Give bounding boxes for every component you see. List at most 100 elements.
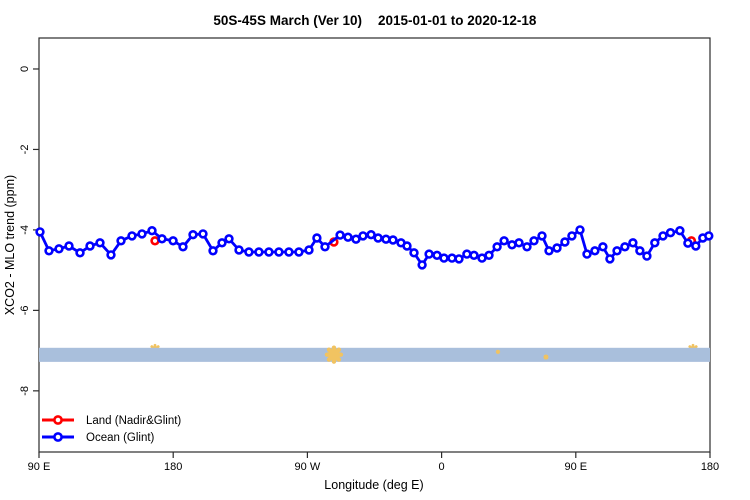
ocean-point [635, 246, 645, 256]
ocean-point [704, 231, 714, 241]
ocean-point [388, 235, 398, 245]
ocean-series [35, 225, 714, 270]
ocean-point [137, 229, 147, 239]
ocean-point [85, 241, 95, 251]
uncertainty-band [39, 347, 710, 362]
gold-star-icon [495, 349, 501, 355]
legend-ocean-label: Ocean (Glint) [86, 432, 155, 444]
ocean-point [469, 250, 479, 261]
ocean-point [343, 232, 353, 242]
ocean-point [582, 249, 592, 259]
y-tick-label: -8 [19, 386, 31, 396]
ocean-point [492, 242, 502, 252]
ocean-point [35, 227, 45, 237]
ocean-point [402, 241, 412, 251]
ocean-point [294, 247, 304, 257]
ocean-point [335, 230, 345, 240]
ocean-point [116, 236, 126, 246]
ocean-point [683, 238, 693, 248]
ocean-point [439, 253, 449, 263]
ocean-point [665, 228, 676, 238]
ocean-point [373, 233, 383, 243]
legend-entry-land: Land (Nadir&Glint) [42, 415, 181, 427]
ocean-point [605, 254, 615, 264]
ocean-point [127, 231, 137, 241]
ocean-point [274, 247, 284, 257]
ocean-point [454, 254, 464, 264]
ocean-point [575, 225, 585, 235]
ocean-point [157, 234, 167, 244]
ocean-point [254, 247, 264, 257]
ocean-point [264, 247, 274, 257]
band-rect [39, 347, 710, 362]
gold-star-icon [543, 354, 549, 360]
ocean-point [95, 238, 105, 248]
ocean-point [224, 234, 234, 244]
ocean-point [106, 250, 116, 260]
ocean-point [284, 247, 294, 257]
ocean-point [351, 234, 361, 244]
ocean-point [567, 231, 577, 241]
ocean-point [650, 238, 660, 248]
ocean-point [75, 248, 85, 258]
x-tick-label: 0 [439, 461, 445, 473]
x-axis-label: Longitude (deg E) [324, 478, 423, 492]
ocean-point [598, 242, 608, 252]
ocean-point [675, 226, 685, 236]
ocean-point [54, 244, 64, 254]
y-tick-label: -2 [19, 145, 31, 155]
legend-land-marker-icon [53, 415, 63, 425]
chart-title-left: 50S-45S March (Ver 10) [213, 13, 362, 28]
ocean-point [612, 246, 622, 256]
ocean-point [514, 238, 524, 248]
legend-entry-ocean: Ocean (Glint) [42, 432, 155, 444]
x-tick-label: 90 E [564, 461, 587, 473]
ocean-point [544, 246, 554, 256]
ocean-point [417, 260, 427, 270]
ocean-point [620, 242, 630, 252]
ocean-point [484, 250, 494, 261]
ocean-point [358, 231, 368, 241]
x-tick-label: 90 E [28, 461, 51, 473]
x-tick-label: 180 [164, 461, 182, 473]
ocean-point [320, 242, 330, 252]
ocean-point [217, 238, 227, 248]
ocean-point [64, 241, 74, 251]
y-tick-label: -6 [19, 305, 31, 315]
ocean-point [188, 230, 198, 240]
ocean-point [691, 241, 701, 251]
y-tick-label: 0 [19, 66, 31, 72]
ocean-point [44, 246, 54, 256]
ocean-point [147, 226, 157, 236]
ocean-point [312, 233, 322, 243]
ocean-point [658, 231, 668, 241]
plot-box [38, 37, 711, 453]
ocean-point [628, 238, 638, 248]
ocean-point [234, 245, 244, 255]
ocean-point [560, 237, 570, 247]
ocean-point [552, 243, 562, 253]
x-tick-label: 180 [701, 461, 719, 473]
ocean-point [178, 242, 188, 252]
legend-land-label: Land (Nadir&Glint) [86, 415, 181, 427]
ocean-point [424, 249, 434, 259]
ocean-point [590, 246, 600, 256]
ocean-point [499, 236, 509, 246]
x-axis-ticks: 90 E 180 90 W 0 90 E 180 [28, 452, 719, 473]
legend: Land (Nadir&Glint) Ocean (Glint) [42, 415, 181, 444]
chart-title: 50S-45S March (Ver 10) 2015-01-01 to 202… [213, 13, 536, 28]
ocean-point [168, 236, 178, 246]
ocean-point [244, 247, 254, 257]
ocean-point [529, 236, 539, 246]
ocean-point [304, 245, 314, 255]
ocean-point [208, 246, 218, 256]
ocean-point [198, 229, 208, 239]
chart-title-right: 2015-01-01 to 2020-12-18 [378, 13, 537, 28]
y-tick-label: -4 [19, 225, 31, 235]
x-tick-label: 90 W [295, 461, 321, 473]
ocean-point [522, 242, 532, 252]
ocean-point [366, 230, 376, 240]
ocean-point [537, 231, 547, 241]
y-axis-label: XCO2 - MLO trend (ppm) [3, 175, 17, 315]
